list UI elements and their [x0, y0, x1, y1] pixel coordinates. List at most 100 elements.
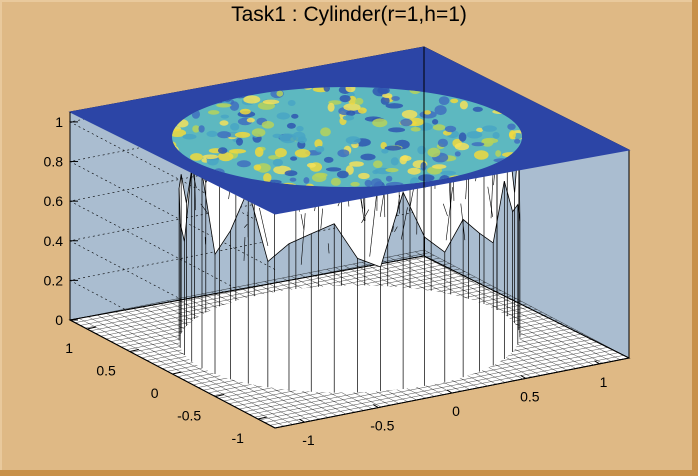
pattern-blob: [346, 110, 356, 116]
floor-grid-line: [423, 249, 630, 359]
pattern-blob: [358, 172, 370, 180]
pattern-blob: [303, 177, 310, 184]
pattern-blob: [246, 117, 255, 123]
pattern-blob: [388, 127, 406, 133]
x-tick: [594, 360, 600, 365]
pattern-blob: [347, 92, 355, 98]
pattern-blob: [239, 108, 251, 115]
surface-mesh-line: [400, 207, 408, 240]
pattern-blob: [220, 114, 229, 119]
pattern-blob: [330, 177, 341, 186]
pattern-blob: [294, 149, 311, 158]
pattern-blob: [182, 133, 197, 140]
pattern-blob: [290, 156, 298, 161]
pattern-blob: [360, 153, 376, 161]
x-tick: [372, 404, 379, 409]
x-tick-label: -1: [302, 432, 315, 448]
y-tick: [172, 371, 182, 375]
surface-mesh-line: [490, 166, 494, 219]
pattern-blob: [234, 131, 251, 138]
x-axis: -1 -0.5 0 0.5 1: [274, 357, 630, 448]
pattern-blob: [228, 149, 247, 154]
pattern-blob: [274, 148, 287, 158]
pattern-blob: [349, 161, 364, 167]
pattern-blob: [336, 170, 349, 179]
surface-mesh-line: [300, 213, 306, 265]
pattern-blob: [190, 153, 203, 161]
pattern-blob: [407, 167, 421, 175]
pattern-blob: [279, 133, 297, 144]
x-tick-label: -0.5: [370, 418, 394, 434]
pattern-blob: [507, 123, 516, 130]
pattern-blob: [192, 125, 200, 133]
pattern-blob: [454, 151, 461, 157]
pattern-blob: [272, 158, 283, 167]
surface-mesh-line: [445, 187, 453, 241]
pattern-blob: [471, 142, 485, 147]
pattern-blob: [323, 87, 330, 92]
pattern-blob: [262, 99, 280, 105]
pattern-blob: [400, 118, 413, 127]
pattern-blob: [354, 97, 364, 105]
x-tick: [299, 418, 305, 423]
surface-mesh-line: [392, 225, 394, 232]
pattern-blob: [218, 152, 234, 162]
surface-mesh-line: [379, 194, 385, 217]
surface-mesh-line: [243, 236, 246, 261]
pattern-blob: [198, 125, 205, 133]
surface-mesh-line: [369, 194, 377, 257]
pattern-blob: [381, 148, 389, 154]
pattern-blob: [261, 121, 275, 129]
pattern-blob: [286, 122, 296, 129]
pattern-blob: [432, 124, 446, 131]
pattern-blob: [207, 110, 220, 115]
pattern-blob: [440, 170, 457, 176]
y-tick: [257, 416, 268, 420]
pattern-blob: [236, 160, 251, 168]
pattern-blob: [339, 95, 351, 103]
pattern-blob: [289, 177, 297, 182]
y-tick-label: -1: [231, 430, 244, 446]
floor-grid-line: [75, 252, 430, 323]
z-tick-label: 0.4: [44, 233, 64, 249]
surface-mesh-line: [300, 214, 305, 230]
pattern-blob: [254, 147, 264, 157]
pattern-blob: [323, 156, 334, 163]
floor-grid-line: [80, 255, 435, 326]
pattern-blob: [253, 164, 262, 171]
x-tick-label: 1: [600, 374, 608, 390]
pattern-blob: [427, 147, 441, 158]
pattern-blob: [345, 87, 356, 93]
pattern-blob: [284, 170, 298, 177]
pattern-blob: [450, 98, 459, 104]
pattern-blob: [287, 100, 296, 106]
pattern-blob: [482, 125, 497, 132]
pattern-blob: [417, 145, 427, 155]
z-axis: 0 0.2 0.4 0.6 0.8 1: [44, 112, 78, 328]
pattern-blob: [337, 149, 350, 158]
pattern-blob: [314, 139, 323, 149]
pattern-blob: [472, 106, 483, 112]
x-tick-label: 0.5: [520, 388, 540, 404]
pattern-blob: [385, 168, 399, 173]
z-tick-label: 1: [55, 114, 63, 130]
pattern-blob: [438, 96, 450, 105]
pattern-blob: [263, 173, 272, 183]
pattern-blob: [385, 175, 393, 182]
pattern-blob: [296, 125, 304, 132]
pattern-blob: [276, 112, 290, 120]
pattern-blob: [418, 174, 435, 182]
pattern-blob: [217, 131, 232, 139]
chart-title: Task1 : Cylinder(r=1,h=1): [231, 3, 467, 26]
floor-grid-line: [397, 255, 603, 364]
pattern-blob: [318, 173, 325, 179]
z-tick-label: 0.8: [44, 154, 64, 170]
pattern-blob: [345, 136, 361, 145]
pattern-blob: [458, 132, 467, 142]
pattern-blob: [401, 109, 418, 119]
pattern-blob: [372, 118, 388, 128]
pattern-blob: [391, 96, 400, 101]
pattern-blob: [459, 100, 468, 110]
pattern-blob: [372, 169, 379, 175]
pattern-blob: [373, 160, 383, 168]
